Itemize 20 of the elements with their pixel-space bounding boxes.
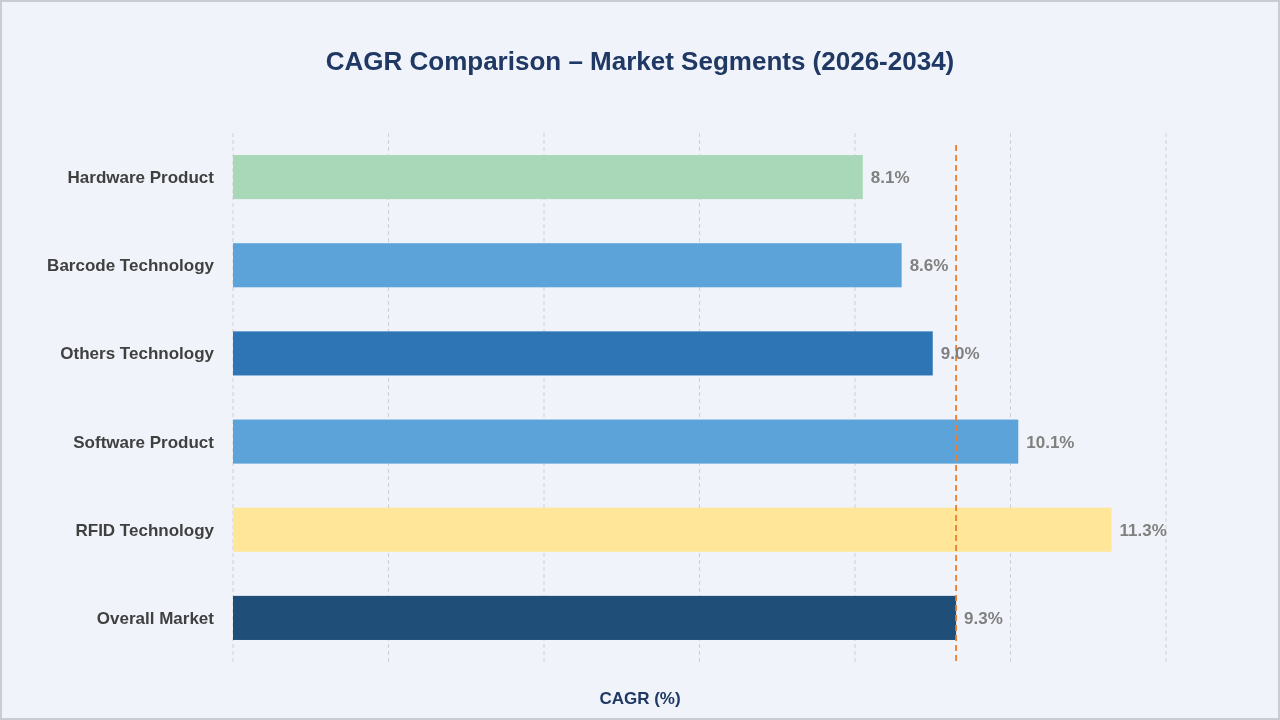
y-tick-label: Overall Market [96, 608, 215, 628]
data-label: 8.6% [909, 256, 949, 276]
chart-title: CAGR Comparison – Market Segments (2026-2034) [325, 46, 955, 76]
y-tick-label: Others Technology [60, 344, 215, 364]
y-tick-label: RFID Technology [75, 520, 215, 540]
y-tick-label: Software Product [73, 432, 215, 452]
x-axis-title: CAGR (%) [599, 689, 681, 708]
data-label: 11.3% [1119, 520, 1167, 540]
y-tick-label: Barcode Technology [47, 256, 215, 276]
data-label: 9.0% [940, 344, 980, 364]
data-label: 8.1% [870, 168, 910, 188]
bar [233, 507, 1112, 552]
y-tick-label: Hardware Product [67, 168, 215, 188]
data-label: 10.1% [1026, 432, 1075, 452]
bar [233, 331, 933, 376]
bar [233, 419, 1019, 464]
data-label: 9.3% [964, 608, 1003, 628]
bar [233, 243, 902, 288]
bar [233, 595, 957, 640]
bar [233, 155, 863, 200]
